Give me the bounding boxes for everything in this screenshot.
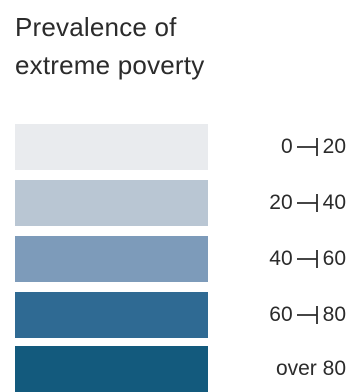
legend-range-high: 80 [322, 303, 346, 326]
legend-range-high: 20 [322, 135, 346, 158]
legend-range-low: 20 [269, 191, 293, 214]
range-separator-icon [296, 193, 319, 213]
range-separator-icon [296, 137, 319, 157]
range-separator-icon [296, 305, 319, 325]
legend-swatch [15, 180, 208, 226]
legend-title-line-2: extreme poverty [15, 50, 205, 80]
legend-range-low: 60 [269, 303, 293, 326]
legend-range-high: 40 [322, 191, 346, 214]
legend-range-low: 40 [269, 247, 293, 270]
legend-range-label: 20 40 [269, 180, 346, 226]
legend-title-line-1: Prevalence of [15, 12, 177, 42]
legend-range-low: 0 [280, 135, 293, 158]
legend-swatch [15, 236, 208, 282]
legend-swatch [15, 124, 208, 170]
range-separator-icon [296, 249, 319, 269]
legend-range-label: 60 80 [269, 292, 346, 338]
legend-range-label: 0 20 [281, 124, 346, 170]
legend-title: Prevalence of extreme poverty [15, 8, 345, 84]
legend-range-text: over 80 [275, 357, 346, 380]
legend-range-label: 40 60 [269, 236, 346, 282]
legend-range-label: over 80 [276, 346, 346, 392]
legend-swatch [15, 292, 208, 338]
legend-range-high: 60 [322, 247, 346, 270]
legend-swatch [15, 346, 208, 392]
